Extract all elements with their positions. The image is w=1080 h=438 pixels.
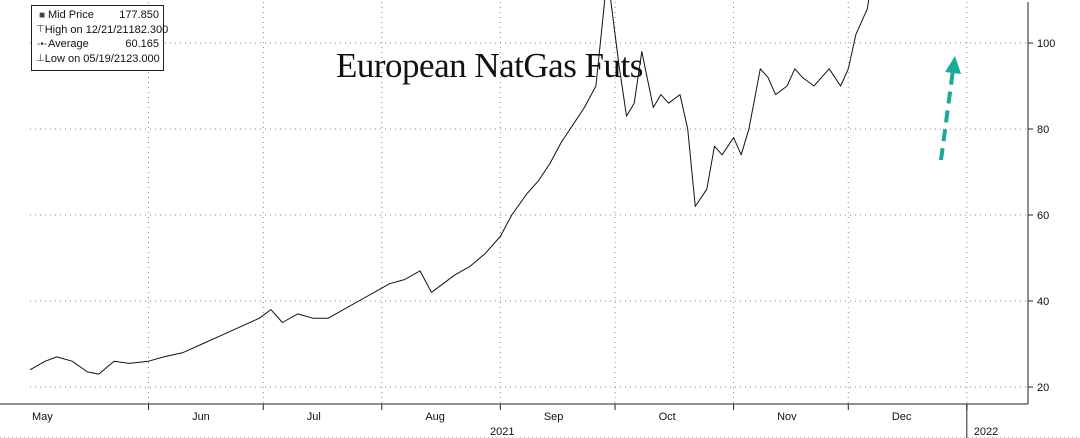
x-tick-label: Jul xyxy=(307,411,321,423)
x-tick-label: May xyxy=(32,411,53,423)
legend-label: Mid Price xyxy=(48,9,94,22)
legend-value: 23.000 xyxy=(126,52,160,65)
legend-label: Low on 05/19/21 xyxy=(44,52,127,65)
legend-value: 182.300 xyxy=(128,23,169,36)
legend-row-mid-price: ■ Mid Price 177.850 xyxy=(36,8,159,23)
legend: ■ Mid Price 177.850 ⊤ High on 12/21/21 1… xyxy=(31,5,168,71)
legend-label: High on 12/21/21 xyxy=(44,23,129,36)
y-tick-label: 60 xyxy=(1037,210,1049,222)
legend-row-average: -•- Average 60.165 xyxy=(36,37,159,52)
axis-labels: 20406080100120140160MayJunJulAugSepOctNo… xyxy=(32,38,1055,438)
low-marker-icon: ⊥ xyxy=(36,53,45,65)
legend-value: 177.850 xyxy=(119,9,159,22)
x-tick-label: Sep xyxy=(544,411,564,423)
legend-label: Average xyxy=(48,38,89,51)
annotations xyxy=(939,56,961,161)
filled-square-icon: ■ xyxy=(38,9,46,21)
price-line xyxy=(29,0,870,375)
upward-arrow-head xyxy=(945,56,961,74)
high-marker-icon: ⊤ xyxy=(36,24,45,36)
year-label: 2021 xyxy=(490,426,514,438)
y-tick-label: 80 xyxy=(1037,124,1049,136)
x-tick-label: Dec xyxy=(892,411,912,423)
y-tick-label: 100 xyxy=(1037,38,1055,50)
legend-value: 60.165 xyxy=(125,38,159,51)
x-tick-label: Nov xyxy=(777,411,797,423)
series xyxy=(29,0,870,375)
x-tick-label: Jun xyxy=(192,411,210,423)
legend-row-low: ⊥ Low on 05/19/21 23.000 xyxy=(36,52,160,67)
x-tick-label: Aug xyxy=(425,411,445,423)
upward-arrow-shaft xyxy=(939,69,955,161)
legend-row-high: ⊤ High on 12/21/21 182.300 xyxy=(36,23,168,38)
grid xyxy=(30,2,1028,404)
x-tick-label: Oct xyxy=(659,411,676,423)
y-tick-label: 20 xyxy=(1037,382,1049,394)
year-label: 2022 xyxy=(974,426,998,438)
average-marker-icon: -•- xyxy=(36,38,48,50)
chart-title: European NatGas Futs xyxy=(336,46,643,85)
y-tick-label: 40 xyxy=(1037,296,1049,308)
